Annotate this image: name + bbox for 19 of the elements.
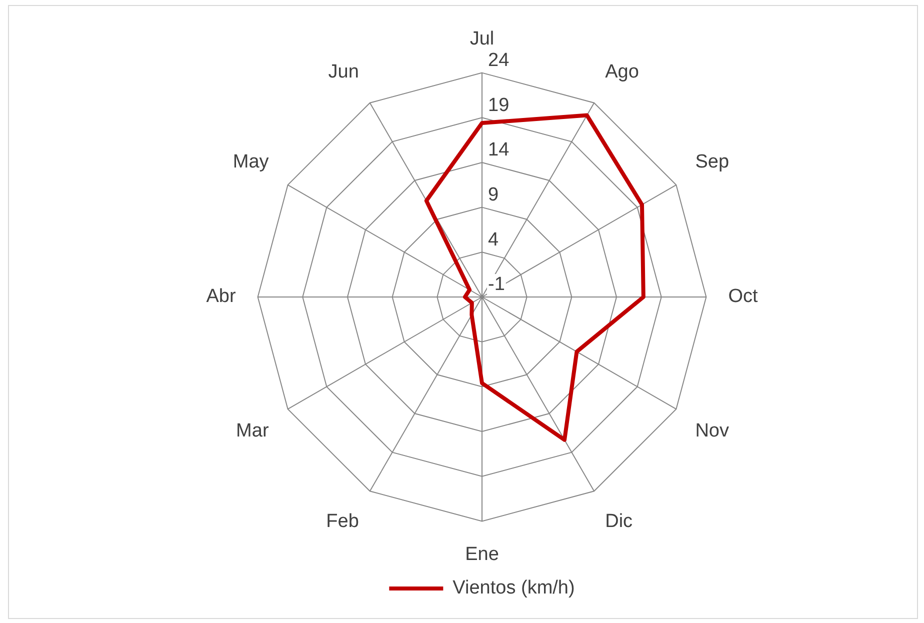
y-tick-label: 24 <box>488 50 510 72</box>
y-tick-label: 19 <box>488 94 510 116</box>
y-tick-label: 14 <box>488 140 510 161</box>
spoke-label: Oct <box>728 286 758 308</box>
spoke-label: Jul <box>470 28 494 50</box>
spoke-label: Mar <box>236 420 270 442</box>
spoke-label: Nov <box>695 420 730 442</box>
y-tick-label: 9 <box>488 184 499 206</box>
spoke-label: Sep <box>695 152 730 173</box>
spoke-label: Feb <box>326 510 359 532</box>
spoke-label: Jun <box>328 62 359 83</box>
y-tick-label: 4 <box>488 229 499 250</box>
legend-label: Vientos (km/h) <box>452 578 575 599</box>
y-tick-label: -1 <box>488 274 505 296</box>
spoke-label: Dic <box>605 510 633 532</box>
spoke-label: May <box>232 152 270 173</box>
spoke-label: Abr <box>206 286 236 308</box>
spoke-label: Ago <box>605 62 639 83</box>
spoke-label: Ene <box>465 544 499 565</box>
